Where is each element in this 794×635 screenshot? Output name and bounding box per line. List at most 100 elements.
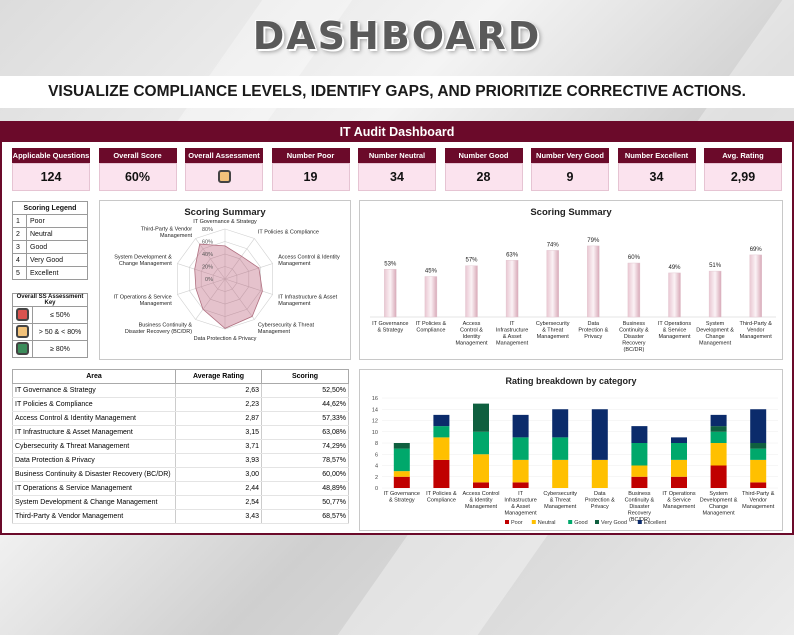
stacked-category-label: Third-Party & Vendor Management — [742, 491, 775, 510]
area-cell: Third-Party & Vendor Management — [12, 509, 176, 524]
radar-chart: 0%20%40%60%80%IT Governance & StrategyIT… — [113, 219, 340, 342]
kpi-label: Number Poor — [271, 148, 350, 163]
key-label: ≥ 80% — [32, 340, 88, 358]
radar-tick-label: 20% — [202, 265, 213, 271]
legend-swatch — [568, 520, 573, 524]
table-row: Cybersecurity & Threat Management 3,71 74,… — [12, 439, 349, 454]
kpi-label: Number Good — [444, 148, 523, 163]
legend-num: 4 — [12, 253, 27, 267]
kpi-card: Overall Assessment — [185, 148, 263, 191]
radar-category-label: IT Governance & Strategy — [193, 219, 257, 225]
radar-series-area — [194, 243, 263, 329]
kpi-label: Avg. Rating — [704, 148, 782, 163]
kpi-label: Applicable Questions — [12, 148, 90, 163]
kpi-card: Number Poor 19 — [271, 148, 350, 191]
stacked-bar-segment — [393, 448, 410, 472]
stacked-bar-segment — [631, 426, 648, 443]
bar-data-label: 45% — [425, 269, 438, 275]
stacked-bar-segment — [710, 414, 727, 427]
scoring-cell: 50,77% — [261, 495, 349, 510]
bar-chart: 53% IT Governance & Strategy 45% IT Policies… — [370, 238, 776, 353]
scoring-cell: 44,62% — [261, 397, 349, 412]
stacked-bar-segment — [710, 465, 727, 488]
kpi-label: Number Neutral — [358, 148, 436, 163]
radar-tick-label: 40% — [202, 252, 213, 258]
rating-cell: 2,87 — [175, 411, 262, 426]
kpi-value — [185, 163, 263, 191]
legend-label: Excellent — [26, 266, 88, 280]
stacked-tick-label: 0 — [375, 486, 378, 492]
stacked-bar-segment — [433, 414, 450, 427]
radar-category-label: IT Operations & Service Management — [113, 294, 172, 307]
area-cell: Business Continuity & Disaster Recovery … — [12, 467, 176, 482]
area-table-body: IT Governance & Strategy 2,63 52,50% IT Pol… — [12, 383, 349, 524]
legend-label: Very Good — [26, 253, 88, 267]
bar-data-label: 60% — [628, 255, 641, 261]
scoring-legend: Scoring Legend 1 Poor 2 Neutral 3 Good 4 Ver… — [12, 201, 88, 280]
radar-spoke — [195, 238, 226, 280]
radar-category-label: IT Policies & Compliance — [258, 230, 319, 236]
radar-spoke — [224, 278, 273, 295]
stacked-category-label: IT Operations & Service Management — [662, 491, 695, 510]
area-table: Area Average Rating Scoring IT Governanc… — [12, 369, 349, 524]
legend-swatch — [637, 520, 642, 524]
scoring-legend-title: Scoring Legend — [12, 201, 88, 215]
table-row: System Development & Change Management 2,… — [12, 495, 349, 510]
stacked-bar-segment — [750, 482, 767, 488]
bar-data-label: 51% — [709, 263, 722, 269]
radar-category-label: System Development & Change Management — [114, 255, 172, 267]
bar — [546, 250, 559, 318]
stacked-bar-segment — [671, 437, 687, 443]
key-label: > 50 & < 80% — [32, 323, 88, 341]
assessment-key-title: Overall SS Assessment Key — [12, 293, 88, 307]
radar-spoke — [224, 238, 255, 280]
legend-swatch — [595, 520, 599, 524]
legend-num: 5 — [12, 266, 27, 280]
dashboard-panel: IT Audit Dashboard Applicable Questions 1… — [0, 121, 794, 535]
stacked-bar-segment — [552, 437, 569, 460]
scoring-cell: 57,33% — [261, 411, 349, 426]
table-row: IT Operations & Service Management 2,44 48… — [12, 481, 349, 496]
legend-label: Poor — [26, 214, 88, 228]
scoring-cell: 68,57% — [261, 509, 349, 524]
bar-data-label: 69% — [750, 247, 763, 253]
bar — [465, 265, 478, 318]
stacked-bar-segment — [433, 426, 450, 438]
stacked-bar-segment — [512, 414, 529, 438]
kpi-card: Number Excellent 34 — [617, 148, 696, 191]
stacked-bar-segment — [473, 482, 489, 488]
radar-chart-title: Scoring Summary — [184, 207, 266, 218]
stacked-bar-segment — [433, 437, 450, 460]
bar-chart-title: Scoring Summary — [530, 207, 612, 218]
stacked-bar-segment — [710, 426, 727, 432]
bar — [627, 262, 641, 318]
rating-cell: 2,54 — [175, 495, 262, 510]
stacked-bar-segment — [750, 459, 767, 483]
scoring-cell: 78,57% — [261, 453, 349, 468]
stacked-bar-segment — [512, 459, 529, 483]
scoring-cell: 63,08% — [261, 425, 349, 440]
stacked-bar-segment — [750, 409, 767, 443]
bar-category-label: System Development & Change Management — [696, 321, 734, 347]
stacked-tick-label: 12 — [372, 419, 378, 425]
stacked-bar-segment — [631, 465, 648, 477]
legend-label: Good — [26, 240, 88, 254]
bar-category-label: IT Operations & Service Management — [658, 321, 691, 340]
assessment-key: Overall SS Assessment Key ≤ 50% > 50 & <… — [12, 293, 88, 358]
key-label: ≤ 50% — [32, 306, 88, 324]
stacked-bar-segment — [750, 448, 767, 460]
kpi-label: Number Excellent — [617, 148, 696, 163]
stacked-tick-label: 14 — [372, 407, 378, 413]
stacked-bar-segment — [512, 482, 529, 488]
bar-data-label: 57% — [465, 258, 478, 264]
stacked-bar-segment — [710, 431, 727, 443]
kpi-card: Overall Score 60% — [98, 148, 177, 191]
stacked-chart: 0 2 4 6 8 10 12 14 16 IT Governance & Strategy IT P… — [372, 396, 778, 526]
radar-tick-label: 80% — [202, 227, 213, 233]
stacked-tick-label: 4 — [375, 464, 378, 470]
bar — [384, 269, 397, 318]
table-row: Data Protection & Privacy 3,93 78,57% — [12, 453, 349, 468]
rating-cell: 2,23 — [175, 397, 262, 412]
legend-label: Neutral — [26, 227, 88, 241]
bar-category-label: Third-Party & Vendor Management — [739, 321, 772, 340]
